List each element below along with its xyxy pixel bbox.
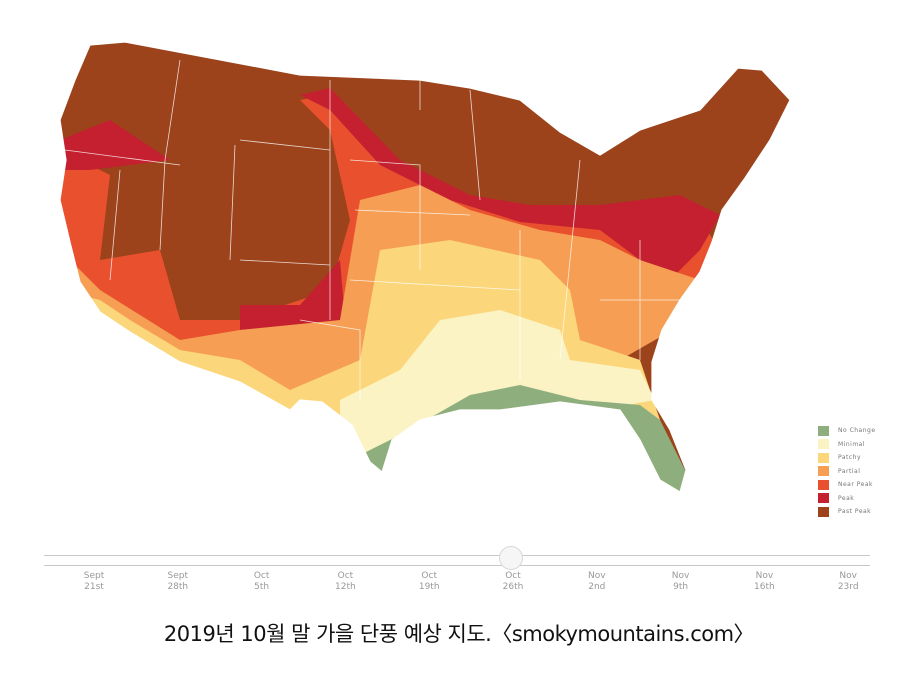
legend-item-near-peak: Near Peak xyxy=(818,478,876,492)
tick-day: 9th xyxy=(673,582,689,592)
tick-month: Nov xyxy=(839,571,857,581)
tick-day: 21st xyxy=(84,582,104,592)
legend-item-partial: Partial xyxy=(818,465,876,479)
legend-item-peak: Peak xyxy=(818,492,876,506)
tick-month: Oct xyxy=(421,571,437,581)
legend-label: Partial xyxy=(838,467,861,475)
fall-foliage-map xyxy=(59,41,791,493)
caption: 2019년 10월 말 가을 단풍 예상 지도.〈smokymountains.… xyxy=(163,622,755,646)
tick-day: 19th xyxy=(418,582,440,592)
timeline-tick[interactable]: Sept 28th xyxy=(148,571,208,593)
tick-day: 26th xyxy=(502,582,524,592)
legend-label: Patchy xyxy=(838,454,862,462)
tick-month: Oct xyxy=(253,571,270,581)
timeline-tick[interactable]: Nov 9th xyxy=(651,571,711,593)
tick-month: Sept xyxy=(83,571,105,581)
region-peak xyxy=(60,120,170,170)
tick-month: Oct xyxy=(505,571,521,581)
tick-month: Nov xyxy=(755,571,774,581)
legend-label: Peak xyxy=(838,494,855,502)
timeline-tick[interactable]: Nov 2nd xyxy=(567,571,627,593)
legend-label: Past Peak xyxy=(838,508,872,516)
timeline-tick[interactable]: Oct 19th xyxy=(399,571,459,593)
legend-item-past-peak: Past Peak xyxy=(818,505,876,519)
legend-label: Minimal xyxy=(838,440,866,448)
timeline-tick[interactable]: Nov 23rd xyxy=(818,571,878,593)
tick-day: 28th xyxy=(167,582,189,592)
tick-day: 23rd xyxy=(837,582,859,592)
timeline-track-top xyxy=(44,555,870,556)
region-peak xyxy=(240,260,345,330)
legend-item-patchy: Patchy xyxy=(818,451,876,465)
legend-label: No Change xyxy=(838,427,876,435)
timeline-tick[interactable]: Oct 12th xyxy=(315,571,375,593)
legend-item-minimal: Minimal xyxy=(818,438,876,452)
tick-day: 2nd xyxy=(588,582,606,592)
timeline-tick[interactable]: Nov 16th xyxy=(734,571,794,593)
legend: No Change Minimal Patchy Partial Near Pe… xyxy=(818,424,876,519)
timeline-tick[interactable]: Sept 21st xyxy=(64,571,124,593)
state-borders xyxy=(64,59,700,400)
timeline-tick[interactable]: Oct 26th xyxy=(483,571,543,593)
tick-day: 5th xyxy=(254,582,270,592)
timeline-tick[interactable]: Oct 5th xyxy=(232,571,292,593)
timeline-slider-handle[interactable] xyxy=(499,546,523,570)
tick-day: 12th xyxy=(335,582,356,592)
timeline-track[interactable] xyxy=(44,565,870,566)
legend-label: Near Peak xyxy=(838,481,873,489)
tick-month: Oct xyxy=(337,571,354,581)
tick-day: 16th xyxy=(754,582,775,592)
tick-month: Sept xyxy=(167,571,189,581)
tick-month: Nov xyxy=(671,571,690,581)
region-peak xyxy=(300,88,720,290)
legend-item-no-change: No Change xyxy=(818,424,876,438)
tick-month: Nov xyxy=(588,571,606,581)
